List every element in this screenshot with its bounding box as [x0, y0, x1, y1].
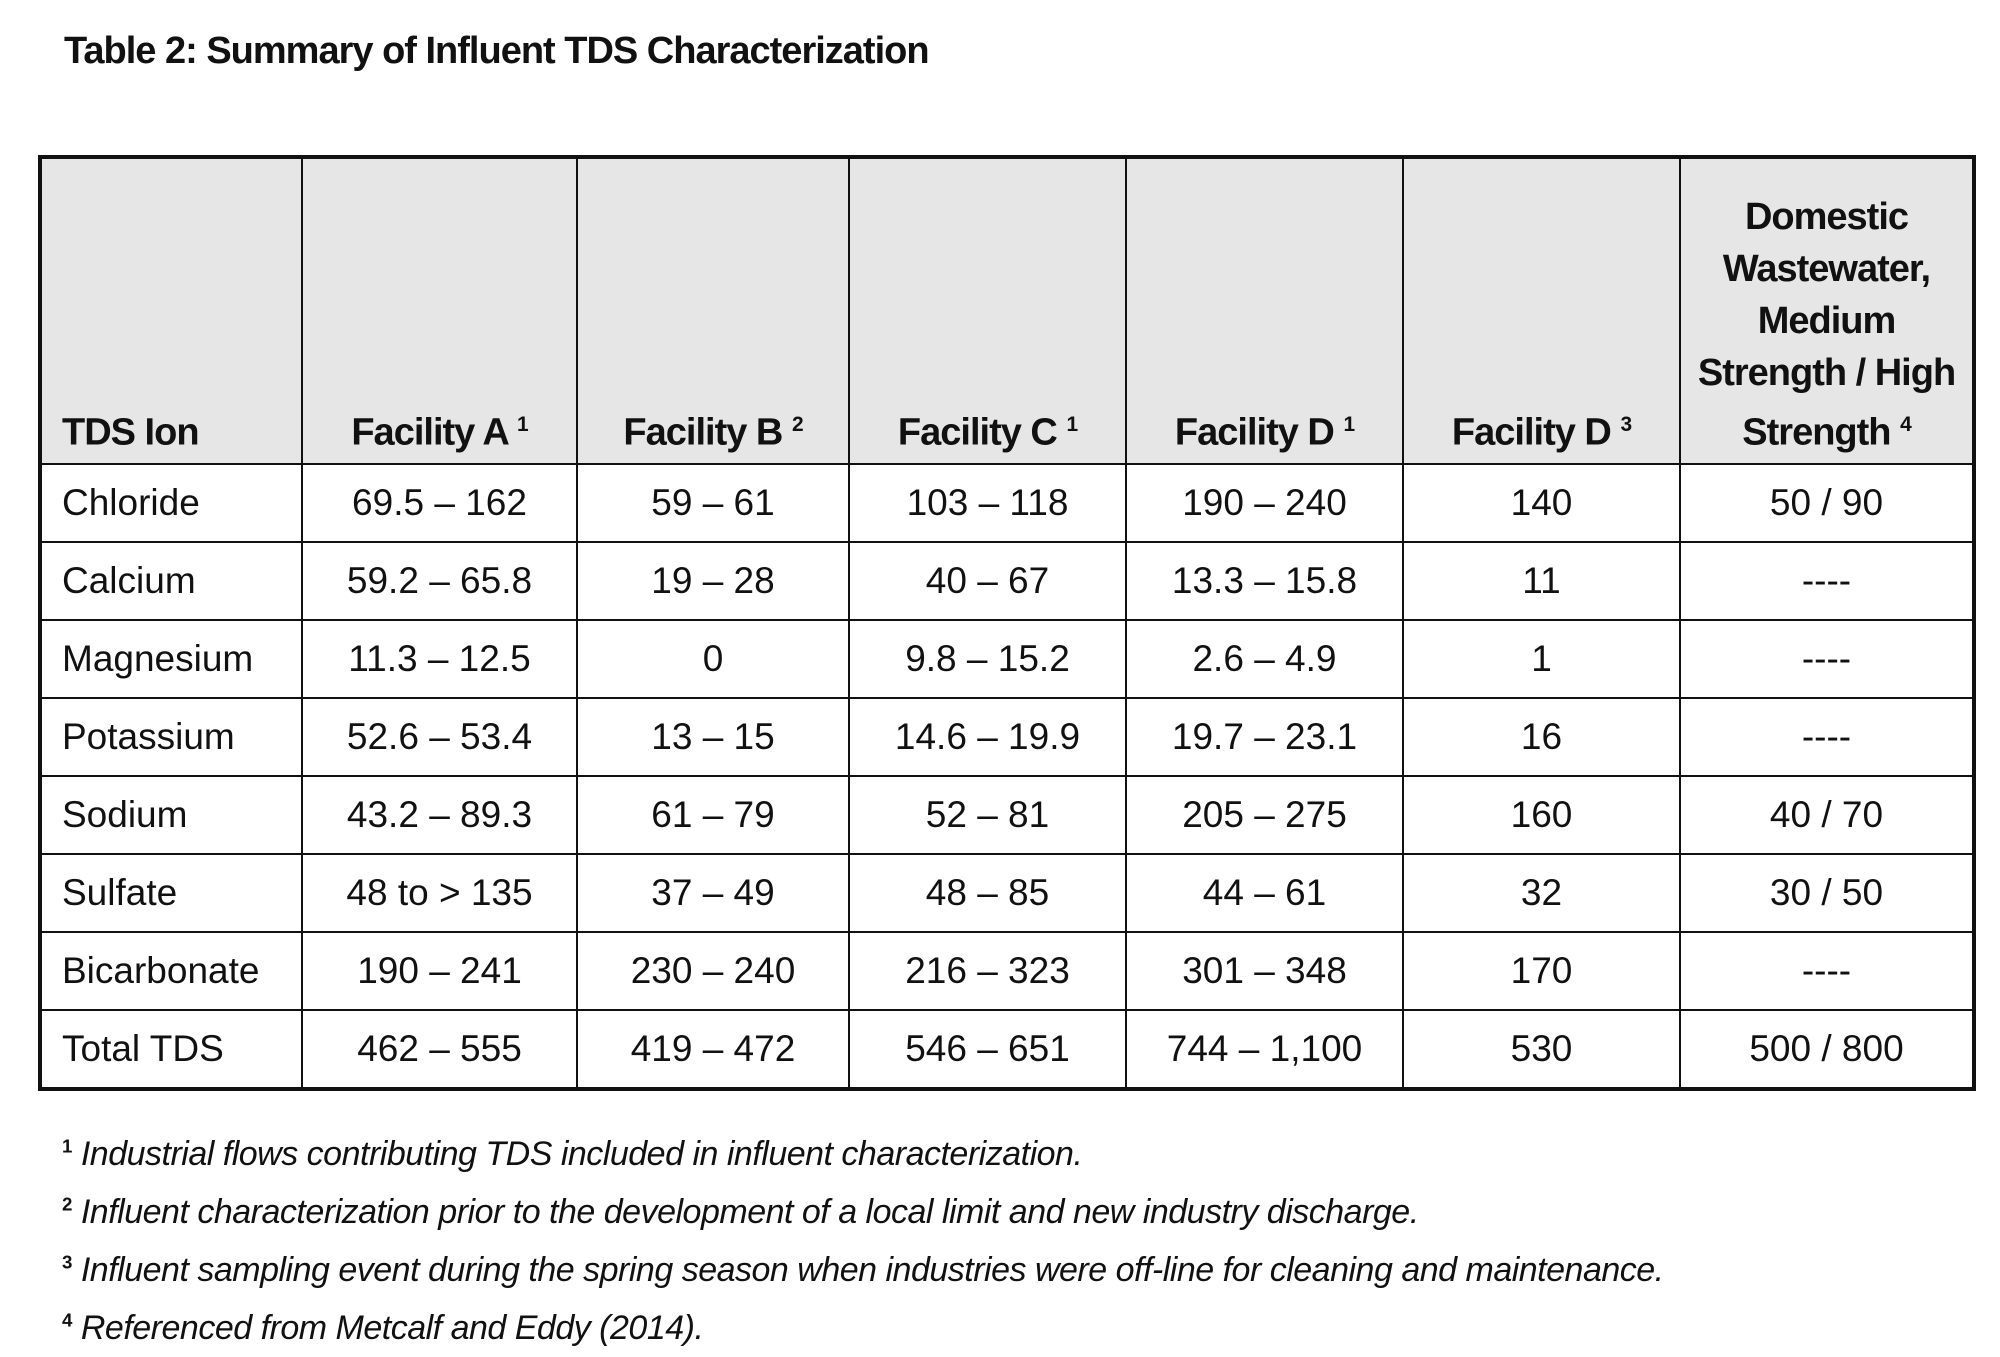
table-cell: 52.6 – 53.4: [301, 697, 578, 777]
table-cell: ----: [1679, 619, 1975, 699]
table-cell: 40 – 67: [848, 541, 1127, 621]
table-cell: 1: [1402, 619, 1681, 699]
row-label: Sulfate: [39, 853, 303, 933]
table-cell: 19.7 – 23.1: [1125, 697, 1404, 777]
table-cell: 546 – 651: [848, 1009, 1127, 1090]
table-cell: 170: [1402, 931, 1681, 1011]
footnotes: 1 Industrial flows contributing TDS incl…: [62, 1125, 1664, 1357]
table-cell: 19 – 28: [576, 541, 850, 621]
table-cell: 140: [1402, 463, 1681, 543]
table-caption: Table 2: Summary of Influent TDS Charact…: [64, 30, 930, 72]
header-row: TDS Ion Facility A 1 Facility B 2 Facili…: [39, 156, 1975, 465]
table-cell: ----: [1679, 931, 1975, 1011]
table-cell: 13 – 15: [576, 697, 850, 777]
table-cell: 205 – 275: [1125, 775, 1404, 855]
table-cell: 61 – 79: [576, 775, 850, 855]
table-cell: 103 – 118: [848, 463, 1127, 543]
footnote: 1 Industrial flows contributing TDS incl…: [62, 1135, 1083, 1173]
table-cell: 0: [576, 619, 850, 699]
table-row: Chloride 69.5 – 162 59 – 61 103 – 118 19…: [39, 463, 1975, 543]
footnote: 3 Influent sampling event during the spr…: [62, 1251, 1664, 1289]
table-cell: 37 – 49: [576, 853, 850, 933]
table-cell: 50 / 90: [1679, 463, 1975, 543]
table-cell: 500 / 800: [1679, 1009, 1975, 1090]
table-cell: 301 – 348: [1125, 931, 1404, 1011]
table-cell: 11: [1402, 541, 1681, 621]
column-header-facility-d: Facility D 1: [1125, 156, 1404, 465]
table-cell: 744 – 1,100: [1125, 1009, 1404, 1090]
column-header-facility-d-offline: Facility D 3: [1402, 156, 1681, 465]
table-row: Bicarbonate 190 – 241 230 – 240 216 – 32…: [39, 931, 1975, 1011]
column-header-domestic-wastewater: Domestic Wastewater, Medium Strength / H…: [1679, 156, 1975, 465]
table-cell: 59 – 61: [576, 463, 850, 543]
table-cell: 419 – 472: [576, 1009, 850, 1090]
row-label: Bicarbonate: [39, 931, 303, 1011]
table-cell: 14.6 – 19.9: [848, 697, 1127, 777]
table-cell: 190 – 240: [1125, 463, 1404, 543]
footnote: 2 Influent characterization prior to the…: [62, 1193, 1419, 1231]
table-row: Magnesium 11.3 – 12.5 0 9.8 – 15.2 2.6 –…: [39, 619, 1975, 699]
row-label: Calcium: [39, 541, 303, 621]
footnote: 4 Referenced from Metcalf and Eddy (2014…: [62, 1309, 704, 1347]
table-row: Potassium 52.6 – 53.4 13 – 15 14.6 – 19.…: [39, 697, 1975, 777]
table-cell: 11.3 – 12.5: [301, 619, 578, 699]
table-cell: 40 / 70: [1679, 775, 1975, 855]
row-label: Magnesium: [39, 619, 303, 699]
table-cell: 9.8 – 15.2: [848, 619, 1127, 699]
table-cell: 13.3 – 15.8: [1125, 541, 1404, 621]
table-cell: ----: [1679, 541, 1975, 621]
table-row: Sodium 43.2 – 89.3 61 – 79 52 – 81 205 –…: [39, 775, 1975, 855]
table-cell: 16: [1402, 697, 1681, 777]
table-cell: 69.5 – 162: [301, 463, 578, 543]
column-header-facility-b: Facility B 2: [576, 156, 850, 465]
table-cell: 44 – 61: [1125, 853, 1404, 933]
table-row: Total TDS 462 – 555 419 – 472 546 – 651 …: [39, 1009, 1975, 1090]
tds-summary-table: TDS Ion Facility A 1 Facility B 2 Facili…: [38, 155, 1976, 1091]
column-header-tds-ion: TDS Ion: [39, 156, 303, 465]
table-cell: 190 – 241: [301, 931, 578, 1011]
table-cell: 530: [1402, 1009, 1681, 1090]
column-header-facility-a: Facility A 1: [301, 156, 578, 465]
row-label: Sodium: [39, 775, 303, 855]
table-cell: 30 / 50: [1679, 853, 1975, 933]
row-label: Chloride: [39, 463, 303, 543]
table-cell: 216 – 323: [848, 931, 1127, 1011]
table-cell: 160: [1402, 775, 1681, 855]
row-label: Potassium: [39, 697, 303, 777]
table-cell: 48 – 85: [848, 853, 1127, 933]
row-label: Total TDS: [39, 1009, 303, 1090]
table-cell: 52 – 81: [848, 775, 1127, 855]
table-cell: 2.6 – 4.9: [1125, 619, 1404, 699]
table-cell: 32: [1402, 853, 1681, 933]
table-cell: ----: [1679, 697, 1975, 777]
table-cell: 59.2 – 65.8: [301, 541, 578, 621]
table-cell: 462 – 555: [301, 1009, 578, 1090]
table-cell: 43.2 – 89.3: [301, 775, 578, 855]
column-header-facility-c: Facility C 1: [848, 156, 1127, 465]
table-row: Sulfate 48 to > 135 37 – 49 48 – 85 44 –…: [39, 853, 1975, 933]
table-cell: 48 to > 135: [301, 853, 578, 933]
table-row: Calcium 59.2 – 65.8 19 – 28 40 – 67 13.3…: [39, 541, 1975, 621]
table-cell: 230 – 240: [576, 931, 850, 1011]
